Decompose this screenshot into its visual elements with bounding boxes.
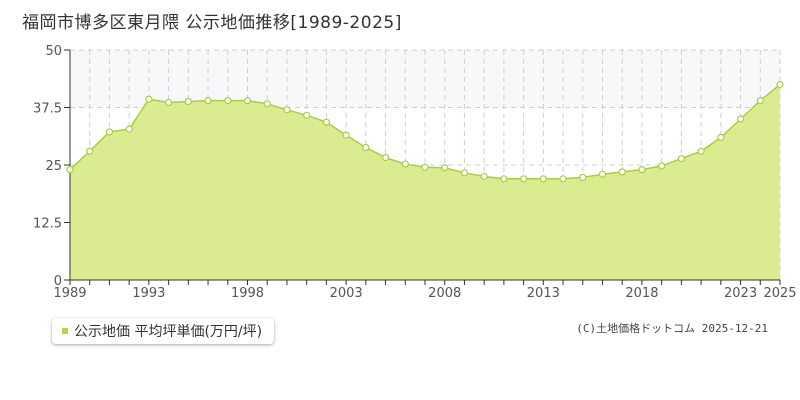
data-point [638, 166, 646, 174]
data-point [303, 111, 311, 119]
y-tick-label: 37.5 [33, 102, 62, 117]
data-point [105, 128, 114, 136]
y-tick-label: 0 [54, 274, 62, 289]
data-point [362, 143, 370, 152]
y-axis: 0 12.5 25 37.5 50 [33, 44, 71, 289]
data-point [243, 96, 252, 105]
data-point [184, 97, 192, 106]
y-tick-label: 12.5 [33, 217, 62, 232]
data-point [283, 106, 291, 114]
x-axis: 1989 1993 1998 2003 2008 2013 2018 2023 2025 [53, 279, 797, 301]
y-tick-label: 25 [45, 159, 62, 174]
data-point [559, 175, 567, 183]
data-point [480, 172, 488, 181]
data-point [579, 173, 587, 182]
data-point [86, 147, 94, 155]
x-tick-label: 1998 [231, 286, 264, 301]
data-point [224, 96, 232, 105]
x-tick-label: 2023 [724, 286, 757, 301]
x-tick-label: 2003 [330, 286, 363, 301]
data-point [381, 154, 390, 162]
x-tick-label: 2025 [763, 286, 796, 301]
data-point [165, 98, 173, 107]
data-point [500, 175, 508, 183]
data-point [204, 96, 212, 105]
data-point [421, 163, 429, 171]
x-tick-label: 1989 [53, 286, 86, 301]
data-point [145, 95, 153, 103]
data-point [322, 118, 330, 126]
data-point [658, 162, 666, 170]
data-point [460, 169, 469, 177]
x-tick-label: 2013 [527, 286, 560, 301]
credit-text: (C)土地価格ドットコム 2025-12-21 [576, 322, 768, 335]
data-point [539, 175, 547, 183]
chart-title: 福岡市博多区東月隈 公示地価推移[1989-2025] [22, 13, 402, 33]
data-point [776, 80, 784, 89]
x-tick-label: 2018 [625, 286, 658, 301]
data-point [342, 131, 350, 139]
y-tick-label: 50 [45, 44, 62, 59]
legend-swatch [62, 328, 68, 334]
data-point [520, 175, 528, 183]
x-tick-label: 2008 [428, 286, 461, 301]
data-point [401, 160, 409, 168]
data-point [697, 147, 705, 155]
legend-label: 公示地価 平均坪単価(万円/坪) [74, 324, 263, 340]
data-point [736, 115, 745, 123]
data-markers [66, 80, 784, 183]
legend: 公示地価 平均坪単価(万円/坪) [52, 318, 275, 344]
area-fill [70, 84, 780, 280]
data-point [618, 168, 626, 176]
data-point [756, 96, 764, 105]
data-point [677, 154, 685, 163]
data-point [263, 100, 271, 108]
data-point [66, 166, 74, 174]
data-point [441, 164, 449, 172]
x-tick-label: 1993 [132, 286, 165, 301]
data-point [125, 125, 133, 133]
data-point [598, 170, 607, 178]
data-point [717, 133, 725, 141]
